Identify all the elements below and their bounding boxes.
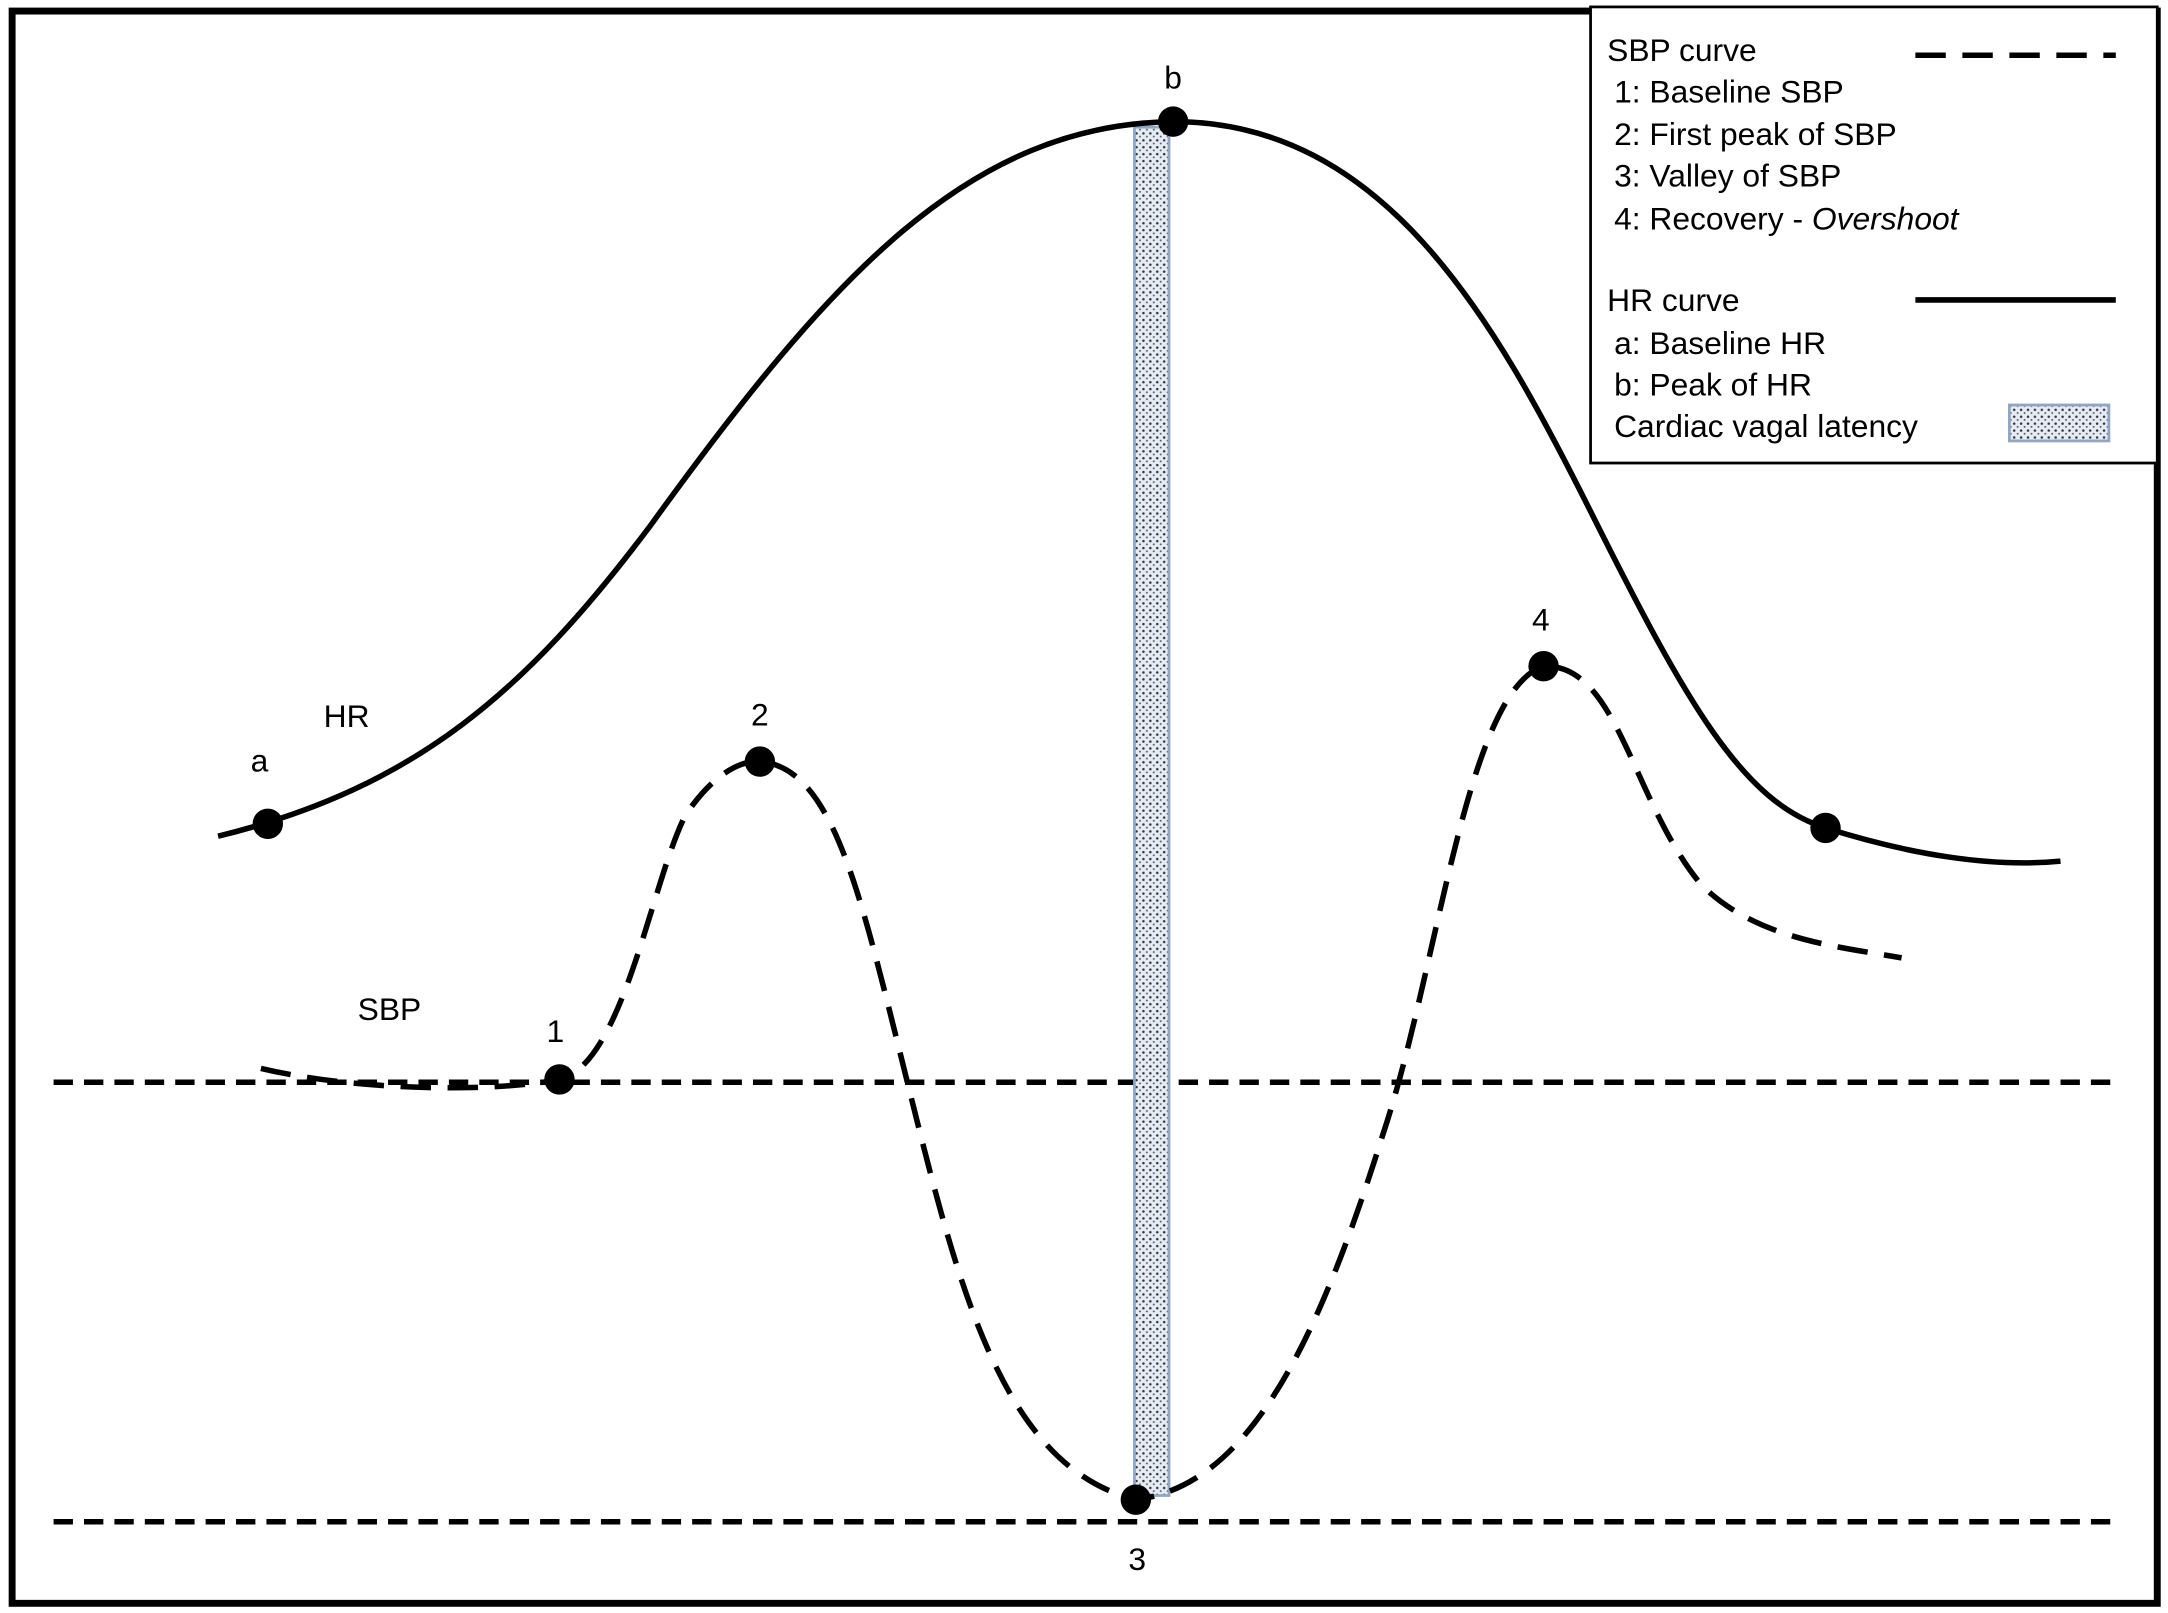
point-4 bbox=[1528, 651, 1559, 682]
point-b bbox=[1157, 106, 1189, 137]
point-1 bbox=[544, 1064, 575, 1095]
sbp-curve bbox=[260, 663, 1903, 1503]
legend-sbp-item: 1: Baseline SBP bbox=[1614, 73, 1844, 109]
label-4: 4 bbox=[1532, 601, 1550, 637]
point-2 bbox=[744, 746, 776, 777]
label-a: a bbox=[251, 742, 269, 778]
legend-emphasis: Overshoot bbox=[1812, 200, 1960, 236]
legend-sbp-item: 4: Recovery - Overshoot bbox=[1614, 200, 1960, 236]
legend-latency-swatch bbox=[2007, 403, 2111, 443]
label-1: 1 bbox=[546, 1013, 564, 1049]
label-3: 3 bbox=[1128, 1541, 1146, 1577]
latency-bar bbox=[1133, 125, 1171, 1497]
legend-sbp-title: SBP curve bbox=[1607, 32, 1757, 68]
frame bbox=[8, 7, 2161, 1607]
legend-sbp-item: 3: Valley of SBP bbox=[1614, 158, 1841, 194]
hr-label: HR bbox=[324, 698, 370, 734]
legend-hr-item: b: Peak of HR bbox=[1614, 366, 1812, 402]
point-hr-recovery bbox=[1810, 812, 1841, 844]
legend-sbp-item: 2: First peak of SBP bbox=[1614, 116, 1897, 152]
legend-sbp-item: 4: Recovery - bbox=[1614, 200, 1803, 236]
legend-latency: Cardiac vagal latency bbox=[1614, 408, 1918, 444]
legend-box bbox=[1589, 5, 2159, 465]
sbp-label: SBP bbox=[358, 991, 422, 1027]
legend-hr-title: HR curve bbox=[1607, 282, 1739, 318]
point-3 bbox=[1120, 1484, 1152, 1515]
label-b: b bbox=[1164, 59, 1182, 95]
legend-hr-item: a: Baseline HR bbox=[1614, 325, 1826, 361]
label-2: 2 bbox=[751, 697, 769, 733]
hr-curve bbox=[217, 118, 2061, 866]
point-a bbox=[252, 808, 284, 839]
legend: SBP curve 1: Baseline SBP 2: First peak … bbox=[1589, 5, 2159, 465]
